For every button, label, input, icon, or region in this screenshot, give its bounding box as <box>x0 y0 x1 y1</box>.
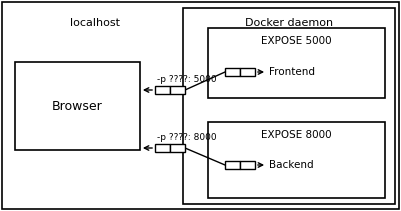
Bar <box>240 68 255 76</box>
Bar <box>208 122 385 198</box>
Text: -p ????: 8000: -p ????: 8000 <box>157 133 217 142</box>
Text: Browser: Browser <box>52 100 103 112</box>
Bar <box>225 161 240 169</box>
Bar <box>240 161 255 169</box>
Bar <box>170 144 185 152</box>
Text: -p ????: 5000: -p ????: 5000 <box>157 75 217 84</box>
Text: Backend: Backend <box>269 160 314 170</box>
Bar <box>183 8 395 204</box>
Text: Docker daemon: Docker daemon <box>245 18 333 28</box>
Bar <box>208 28 385 98</box>
Bar <box>155 144 170 152</box>
Bar <box>15 62 140 150</box>
Bar <box>170 86 185 94</box>
Text: EXPOSE 8000: EXPOSE 8000 <box>261 130 332 140</box>
Bar <box>155 86 170 94</box>
Text: Frontend: Frontend <box>269 67 315 77</box>
Text: EXPOSE 5000: EXPOSE 5000 <box>261 36 332 46</box>
Text: localhost: localhost <box>70 18 120 28</box>
Bar <box>225 68 240 76</box>
